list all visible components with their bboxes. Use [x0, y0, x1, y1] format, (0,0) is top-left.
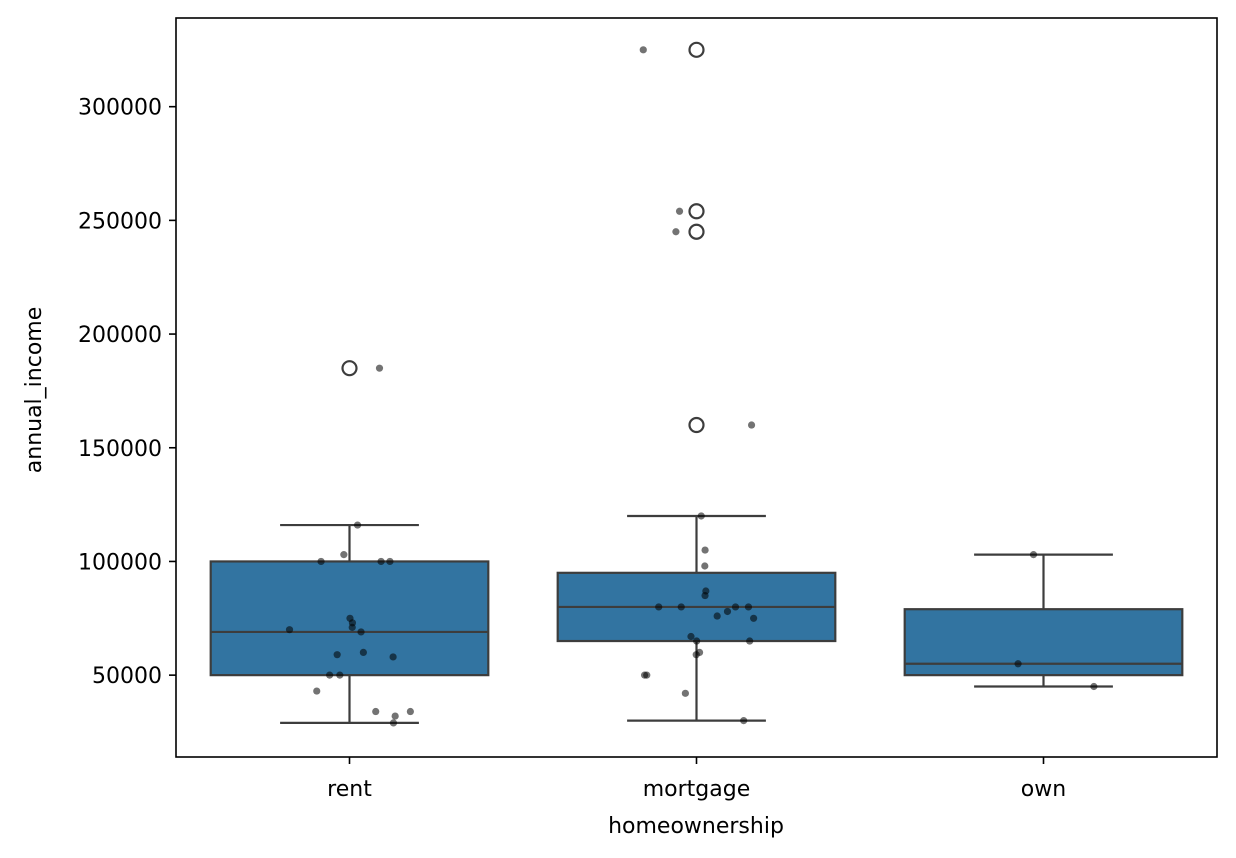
- data-point: [285, 626, 294, 634]
- y-tick-label: 50000: [92, 664, 162, 689]
- data-point: [697, 512, 705, 520]
- data-point: [406, 707, 414, 716]
- data-point: [713, 612, 721, 620]
- data-point: [372, 707, 380, 716]
- y-tick-label: 300000: [78, 96, 162, 121]
- data-point: [353, 521, 362, 529]
- x-axis: rent mortgage own: [327, 757, 1066, 802]
- data-point: [639, 46, 647, 54]
- outlier-marker: [688, 41, 705, 58]
- data-point: [348, 623, 356, 631]
- x-tick-label: own: [1021, 777, 1066, 802]
- data-point: [701, 546, 709, 554]
- y-tick-label: 150000: [78, 437, 162, 462]
- data-point: [731, 603, 740, 611]
- data-point: [386, 557, 394, 566]
- data-point: [357, 628, 365, 636]
- data-point: [692, 651, 700, 659]
- x-tick-label: rent: [327, 777, 372, 802]
- data-point: [389, 653, 397, 661]
- y-axis-title: annual_income: [22, 307, 47, 473]
- y-tick-label: 200000: [78, 323, 162, 348]
- y-tick-label: 250000: [78, 209, 162, 234]
- data-point: [701, 562, 709, 570]
- data-point: [391, 712, 399, 720]
- data-point: [313, 687, 321, 695]
- outlier-marker: [341, 360, 358, 377]
- data-point: [1090, 682, 1098, 691]
- data-point: [744, 603, 753, 611]
- x-axis-title: homeownership: [608, 814, 784, 839]
- data-point: [750, 614, 758, 622]
- outlier-marker: [688, 416, 705, 434]
- data-point: [687, 632, 695, 641]
- y-axis: 50000 100000 150000 200000 250000 300000: [78, 96, 176, 689]
- data-point: [640, 671, 649, 679]
- data-point: [333, 651, 341, 659]
- data-point: [681, 689, 689, 697]
- data-point: [1029, 551, 1038, 559]
- data-point: [1014, 660, 1022, 668]
- data-point: [336, 671, 344, 679]
- data-point: [740, 717, 748, 725]
- data-point: [677, 603, 685, 611]
- data-point: [359, 648, 367, 657]
- data-point: [377, 557, 385, 566]
- points-layer: [285, 46, 1098, 727]
- data-point: [675, 207, 684, 215]
- data-point: [340, 551, 348, 559]
- outlier-marker: [688, 223, 705, 240]
- y-tick-label: 100000: [78, 550, 162, 575]
- data-point: [317, 557, 325, 566]
- outlier-marker: [688, 203, 705, 220]
- data-point: [746, 637, 754, 645]
- data-point: [389, 719, 398, 727]
- data-point: [655, 603, 663, 611]
- data-point: [693, 637, 701, 645]
- data-point: [723, 607, 732, 616]
- data-point: [375, 364, 384, 372]
- data-point: [326, 671, 334, 679]
- box-own: [903, 608, 1184, 677]
- data-point: [701, 591, 709, 600]
- data-point: [747, 421, 756, 429]
- x-tick-label: mortgage: [643, 777, 751, 802]
- data-point: [672, 228, 680, 236]
